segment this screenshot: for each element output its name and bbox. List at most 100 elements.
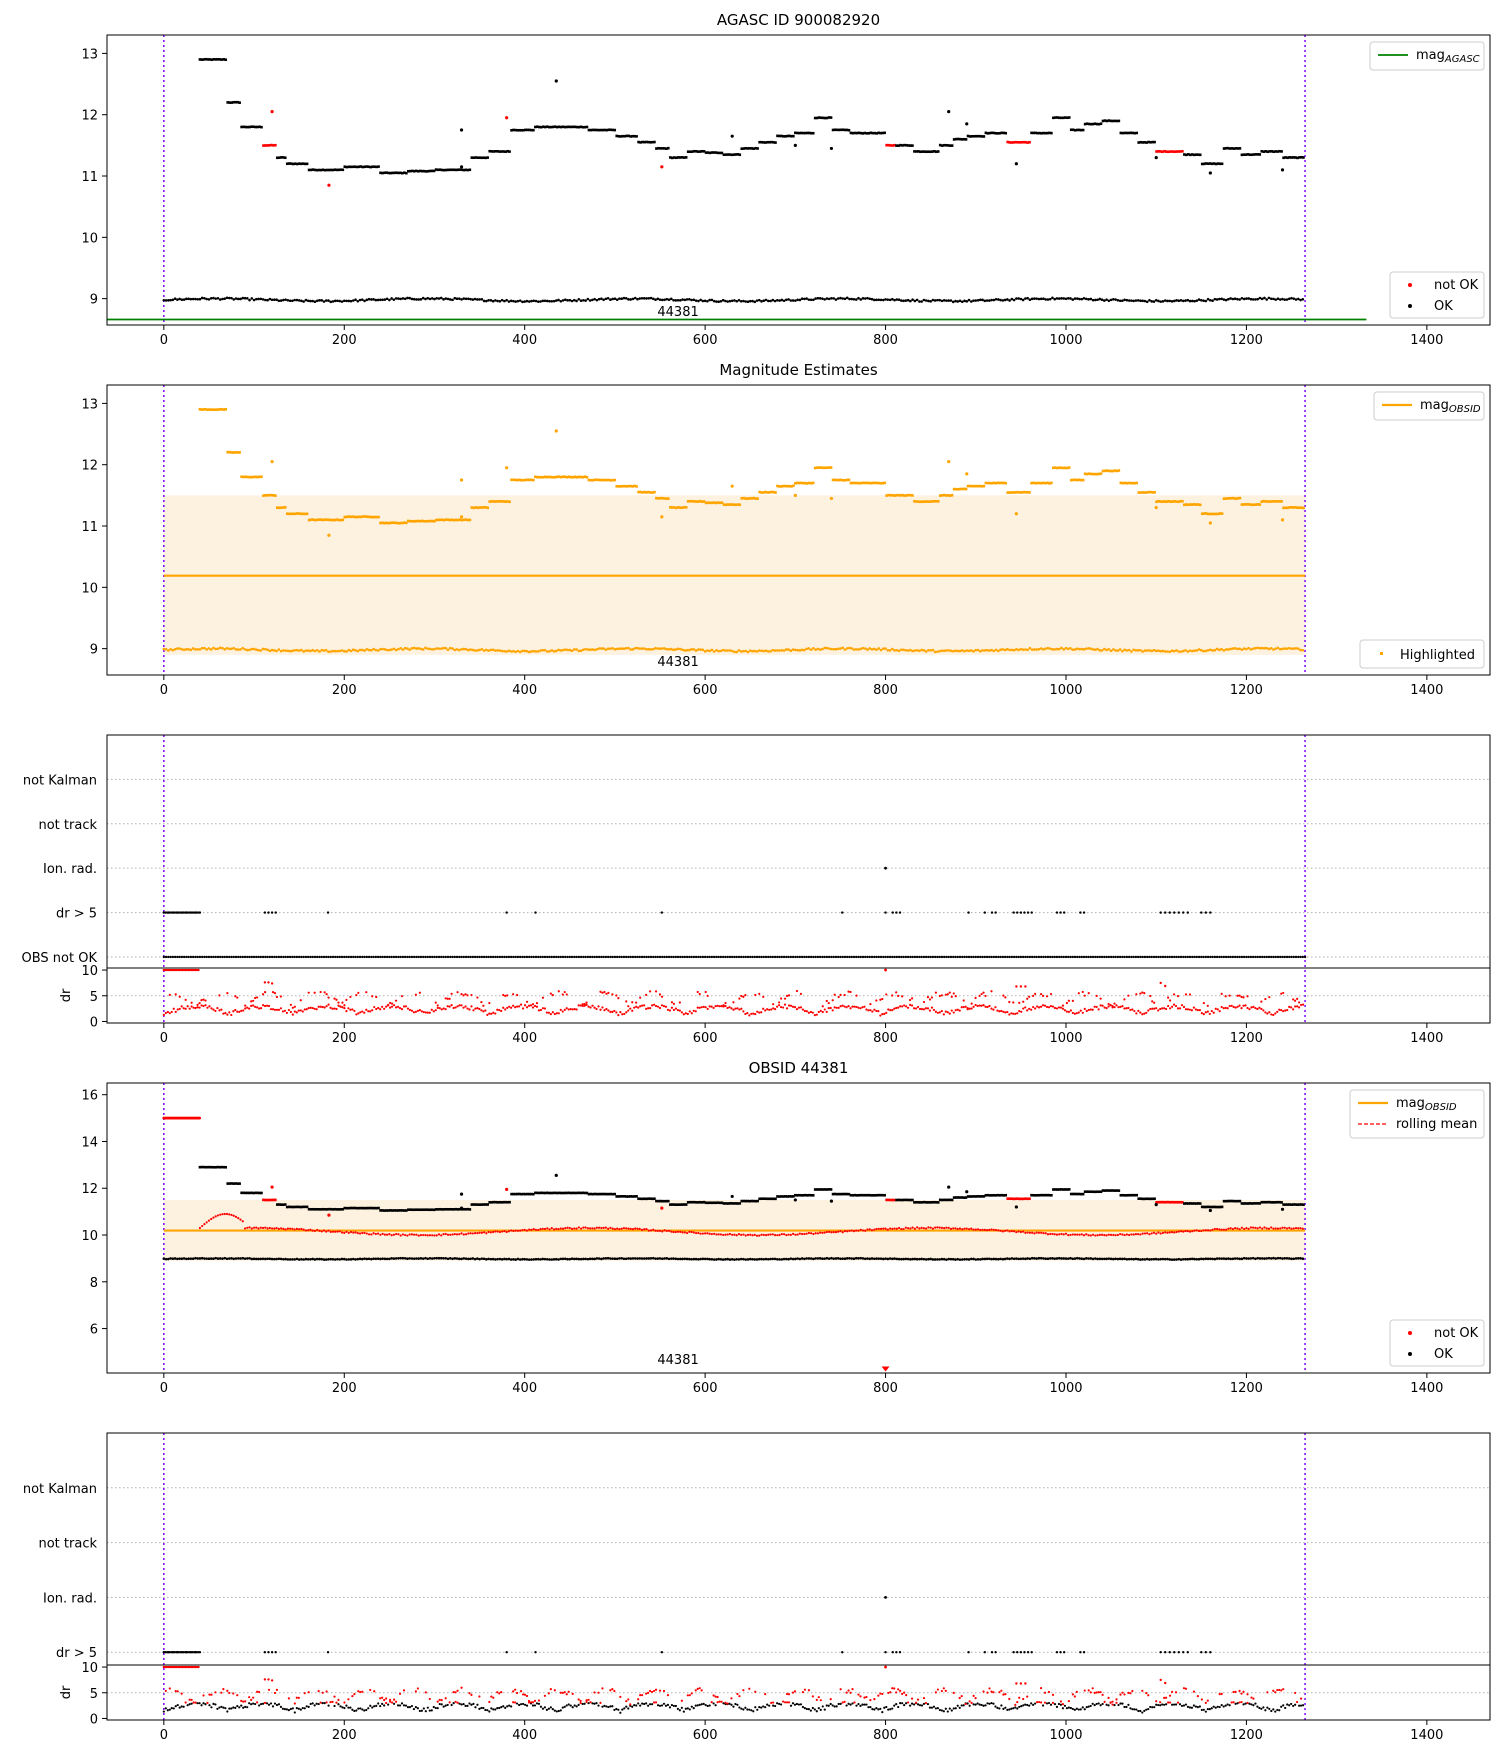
p1-mag-point [532, 128, 535, 132]
p2-mag-point [450, 518, 454, 522]
p1-mag-point [401, 171, 404, 175]
p1-faint-point [897, 298, 901, 302]
p2-mag-point [539, 475, 543, 479]
p1-faint-point [1145, 300, 1149, 304]
flag-obs-point [557, 955, 560, 959]
p1-mag-point [454, 168, 458, 172]
p2-mag-point [720, 501, 724, 504]
flag-obs-point [476, 955, 479, 959]
p4-mag-point [1058, 1188, 1061, 1191]
p1-mag-point [784, 135, 787, 138]
dr-point [1168, 999, 1172, 1002]
p4-mag-point [1061, 1188, 1065, 1191]
p1-faint-point [884, 298, 887, 301]
p4-mag-point [1262, 1200, 1266, 1204]
p4-mag-point [567, 1191, 571, 1195]
p2-faint-point [1267, 647, 1271, 651]
dr-point [1018, 1001, 1021, 1004]
y-tick-label: 10 [81, 581, 98, 596]
p4-faint-point [992, 1257, 996, 1261]
p1-outlier-point [270, 110, 274, 114]
p2-faint-point [527, 650, 531, 654]
dr-point [1264, 997, 1267, 1001]
dr-point [238, 1010, 241, 1013]
p1-mag-point [299, 162, 303, 166]
rolling-mean-point [336, 1230, 339, 1233]
dr-point [942, 1013, 945, 1016]
rolling-mean-point [498, 1230, 501, 1234]
p4-outlier-point [459, 1192, 464, 1196]
flag-obs-point [988, 955, 991, 959]
flag-obs-point [514, 955, 517, 959]
p2-faint-point [618, 647, 621, 651]
p2-faint-point [320, 648, 324, 652]
p4-mag-point [565, 1191, 569, 1195]
p4-faint-point [480, 1257, 484, 1260]
p4-mag-point [1123, 1194, 1127, 1197]
rolling-mean-point [510, 1229, 513, 1232]
dr-point [825, 1010, 828, 1013]
flag-obs-point [746, 955, 750, 959]
dr-point [1157, 1009, 1160, 1012]
p4-mag-point [1097, 1190, 1101, 1194]
p1-mag-point [964, 138, 968, 141]
p1-mag-point [722, 153, 726, 157]
x-tick-label: 400 [512, 1031, 537, 1046]
dr-point [1301, 1003, 1305, 1006]
p1-faint-point [1152, 300, 1156, 303]
dr-point [809, 1010, 812, 1014]
dr-point [704, 990, 707, 994]
dr-point [1016, 1012, 1019, 1015]
dr-point [617, 1013, 620, 1017]
dr-point [1038, 1006, 1041, 1009]
p1-mag-point [772, 141, 775, 144]
dr-point [279, 995, 283, 998]
rolling-mean-point [325, 1230, 328, 1233]
p2-faint-point [354, 648, 357, 652]
p4-faint-point [983, 1257, 987, 1261]
p2-mag-point [494, 500, 497, 503]
p1-faint-point [805, 297, 808, 300]
rolling-mean-point [250, 1227, 253, 1230]
p2-mag-point [998, 481, 1002, 485]
p2-faint-point [620, 647, 623, 650]
p4-mag-point [869, 1194, 873, 1197]
rolling-mean-point [302, 1228, 305, 1231]
p2-faint-point [1258, 646, 1262, 650]
dr-point [635, 1001, 638, 1004]
p2-faint-point [300, 648, 303, 652]
p4-faint-point [408, 1257, 411, 1260]
p4-mag-point [742, 1199, 746, 1203]
p4-faint-point [816, 1257, 820, 1260]
p1-faint-point [1283, 298, 1287, 301]
p4-mag-point [1258, 1202, 1262, 1205]
flag-obs-point [663, 955, 666, 959]
dr-point [581, 1003, 584, 1006]
p4-faint-point [1195, 1257, 1199, 1261]
p4-faint-point [728, 1258, 732, 1261]
dr-point [1026, 997, 1029, 1000]
p1-faint-point [611, 297, 614, 301]
p1-mag-point [450, 168, 454, 172]
rolling-mean-point [399, 1234, 402, 1237]
p2-mag-point [712, 501, 716, 504]
p1-mag-point [1065, 116, 1069, 120]
p2-faint-point [503, 649, 506, 653]
p1-faint-point [1249, 297, 1253, 301]
p1-faint-point [651, 297, 655, 301]
flag-obs-point [661, 955, 664, 959]
p1-faint-point [412, 297, 416, 301]
p1-mag-point [357, 165, 361, 169]
flag-obs-point [462, 955, 466, 959]
p4-mag-point [1290, 1203, 1293, 1206]
rolling-mean-point [275, 1226, 278, 1230]
dr-point [301, 1010, 304, 1013]
dr-point [629, 1007, 632, 1010]
dr-point [230, 1013, 233, 1017]
p4-faint-point [681, 1257, 684, 1261]
p1-faint-point [471, 298, 475, 301]
p4-mag-point [688, 1200, 692, 1204]
p2-mag-point [532, 478, 535, 482]
flag-obs-point [297, 955, 301, 959]
p4-faint-point [397, 1256, 400, 1260]
